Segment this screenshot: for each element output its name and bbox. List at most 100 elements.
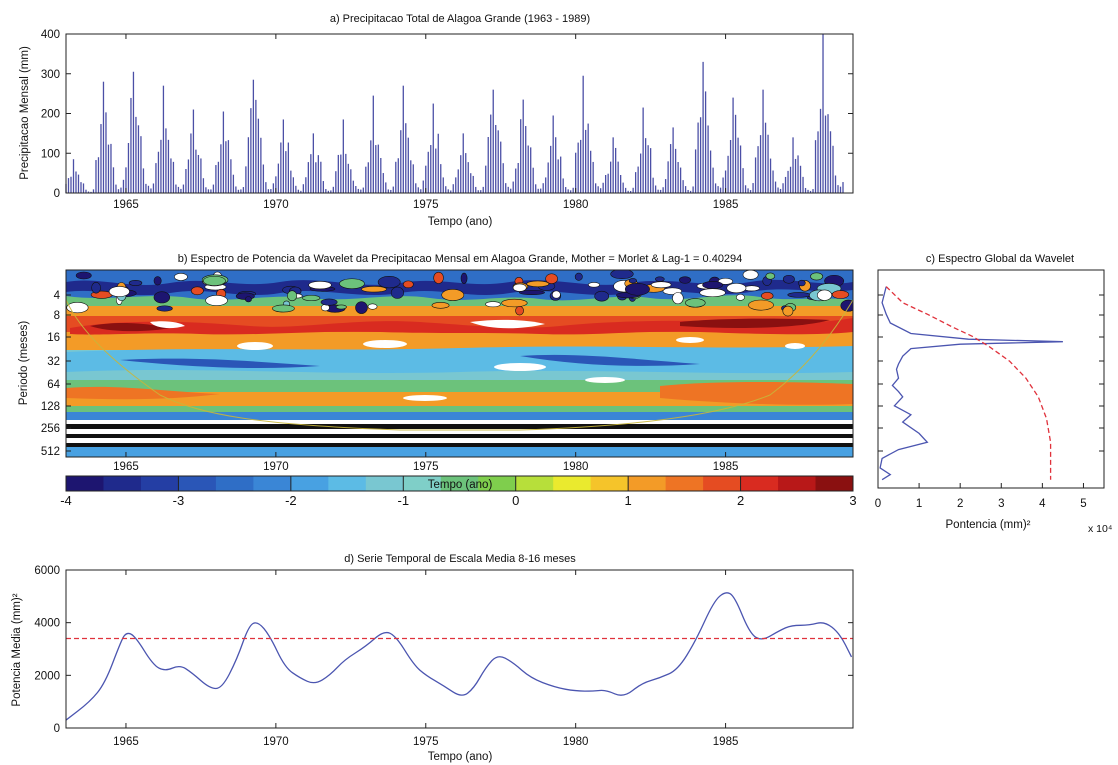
panel-a-title: a) Precipitacao Total de Alagoa Grande (…: [330, 13, 590, 25]
y-tick-label: 0: [54, 188, 60, 200]
panel-d-yticks: 0 2000 4000 6000: [34, 565, 853, 735]
panel-a-yticks: 0 100 200 300 400: [41, 29, 853, 200]
colorbar-swatch: [365, 476, 404, 491]
global-spectrum-line: [879, 286, 1063, 481]
y-tick-label: 16: [47, 332, 60, 344]
x-tick-label: 3: [998, 498, 1004, 510]
y-tick-label: 200: [41, 109, 60, 121]
colorbar-swatch: [703, 476, 742, 491]
scale-average-line: [66, 592, 853, 721]
x-tick-label: 4: [1039, 498, 1046, 510]
colorbar-swatch: [815, 476, 854, 491]
panel-c-title: c) Espectro Global da Wavelet: [926, 253, 1074, 265]
y-tick-label: 256: [41, 423, 60, 435]
x-tick-label: 1985: [713, 461, 739, 473]
y-tick-label: 64: [47, 379, 60, 391]
colorbar-swatch: [740, 476, 779, 491]
x-tick-label: 2: [957, 498, 963, 510]
colorbar-tick-label: -3: [173, 493, 185, 508]
panel-c-lines: [879, 286, 1063, 481]
panel-c-xticks: 0 1 2 3 4 5: [875, 294, 1104, 510]
x-tick-label: 1965: [113, 736, 139, 748]
x-tick-label: 1965: [113, 461, 139, 473]
x-tick-label: 1985: [713, 199, 739, 211]
y-tick-label: 128: [41, 401, 60, 413]
colorbar-tick-label: -1: [398, 493, 410, 508]
panel-b-heatmap: [66, 270, 853, 457]
panel-d-title: d) Serie Temporal de Escala Media 8-16 m…: [344, 553, 576, 565]
panel-b-title: b) Espectro de Potencia da Wavelet da Pr…: [178, 253, 743, 265]
panel-d-xlabel: Tempo (ano): [428, 751, 493, 763]
panel-a-bars: [65, 34, 844, 193]
x-tick-label: 5: [1080, 498, 1086, 510]
colorbar-swatch: [66, 476, 104, 491]
y-tick-label: 8: [54, 310, 60, 322]
y-tick-label: 512: [41, 446, 60, 458]
y-tick-label: 400: [41, 29, 60, 41]
x-tick-label: 1980: [563, 199, 589, 211]
panel-b-axes: [65, 269, 854, 458]
x-tick-label: 1965: [113, 199, 139, 211]
colorbar-swatch: [628, 476, 667, 491]
x-tick-label: 1: [916, 498, 922, 510]
panel-b-ylabel: Periodo (meses): [18, 321, 30, 406]
x-tick-label: 1970: [263, 199, 289, 211]
colorbar-tick-label: -2: [285, 493, 297, 508]
colorbar-swatch: [215, 476, 254, 491]
colorbar-swatch: [103, 476, 142, 491]
colorbar-tick-label: 3: [849, 493, 856, 508]
colorbar-swatch: [665, 476, 704, 491]
colorbar-swatch: [440, 476, 479, 491]
x-tick-label: 1975: [413, 199, 439, 211]
colorbar-swatch: [553, 476, 592, 491]
panel-a: a) Precipitacao Total de Alagoa Grande (…: [19, 13, 854, 228]
colorbar-tick-label: 1: [625, 493, 632, 508]
x-tick-label: 1985: [713, 736, 739, 748]
y-tick-label: 6000: [34, 565, 60, 577]
panel-b-xlabel: Tempo (ano): [428, 479, 493, 491]
panel-d-axes: [65, 569, 854, 729]
panel-b-yticks: 4 8 16 32 64 128 256 512: [41, 290, 71, 458]
x-tick-label: 1970: [263, 736, 289, 748]
colorbar-swatch: [253, 476, 292, 491]
panel-c-xlabel: Pontencia (mm)²: [946, 519, 1031, 531]
y-tick-label: 2000: [34, 670, 60, 682]
panel-b-colorbar: [65, 475, 854, 492]
colorbar-tick-label: 0: [512, 493, 519, 508]
y-tick-label: 4: [54, 290, 61, 302]
colorbar-swatch: [178, 476, 217, 491]
panel-c-axes: [877, 269, 1105, 489]
panel-d-lines: [66, 592, 853, 721]
colorbar-swatch: [328, 476, 367, 491]
y-tick-label: 4000: [34, 618, 60, 630]
panel-d: d) Serie Temporal de Escala Media 8-16 m…: [11, 553, 854, 763]
colorbar-swatch: [290, 476, 329, 491]
colorbar-tick-label: 2: [737, 493, 744, 508]
colorbar-swatch: [778, 476, 817, 491]
x-tick-label: 1975: [413, 736, 439, 748]
panel-b-xticks: 1965 1970 1975 1980 1985: [113, 452, 738, 473]
panel-d-xticks: 1965 1970 1975 1980 1985: [113, 570, 738, 748]
colorbar-swatch: [403, 476, 442, 491]
x-tick-label: 1975: [413, 461, 439, 473]
panel-a-xlabel: Tempo (ano): [428, 216, 493, 228]
x-tick-label: 1980: [563, 736, 589, 748]
panel-b: b) Espectro de Potencia da Wavelet da Pr…: [18, 253, 857, 508]
y-tick-label: 100: [41, 148, 60, 160]
panel-c: c) Espectro Global da Wavelet 0 1 2 3 4 5 Pon…: [875, 253, 1113, 535]
y-tick-label: 32: [47, 356, 60, 368]
x-tick-label: 0: [875, 498, 881, 510]
panel-c-multiplier: x 10⁴: [1088, 523, 1112, 535]
x-tick-label: 1980: [563, 461, 589, 473]
panel-d-ylabel: Potencia Media (mm)²: [11, 593, 23, 706]
colorbar-swatch: [515, 476, 554, 491]
panel-a-xticks: 1965 1970 1975 1980 1985: [113, 34, 738, 211]
colorbar-swatch: [590, 476, 629, 491]
y-tick-label: 300: [41, 69, 60, 81]
panel-b-colorbar-ticks: -4 -3 -2 -1 0 1 2 3: [60, 476, 857, 508]
significance-line: [885, 286, 1052, 480]
colorbar-swatch: [478, 476, 517, 491]
colorbar-swatch: [140, 476, 179, 491]
panel-a-ylabel: Precipitacao Mensal (mm): [19, 46, 31, 180]
